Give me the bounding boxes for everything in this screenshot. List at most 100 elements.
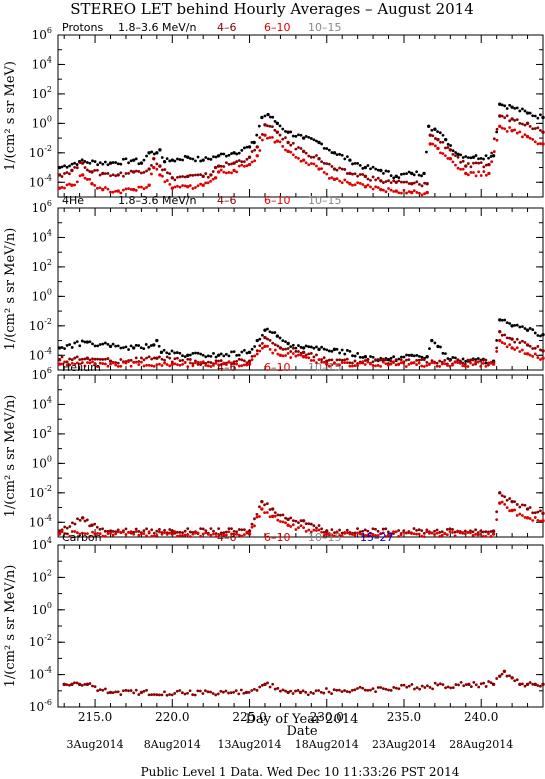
data-point <box>332 177 337 182</box>
data-point <box>196 184 200 188</box>
data-point <box>454 151 457 154</box>
data-point <box>289 345 293 349</box>
data-point <box>322 347 326 351</box>
data-point <box>96 163 100 167</box>
data-point <box>400 355 403 359</box>
date-tick-label: 18Aug2014 <box>295 738 359 751</box>
data-point <box>98 358 102 361</box>
data-point <box>60 355 64 359</box>
data-point <box>159 350 164 355</box>
data-point <box>68 343 72 346</box>
data-point <box>217 527 221 531</box>
data-point <box>155 151 159 155</box>
data-point <box>286 690 290 695</box>
data-point <box>183 533 187 537</box>
data-point <box>119 693 123 697</box>
legend-entry: 10–15 <box>308 361 342 374</box>
data-point <box>369 688 372 692</box>
data-point <box>343 358 347 362</box>
data-point <box>85 518 89 522</box>
data-point <box>70 183 74 187</box>
data-point <box>394 174 398 179</box>
y-tick-label: 10-2 <box>29 633 52 649</box>
data-point <box>176 534 179 538</box>
data-point <box>335 177 339 181</box>
data-point <box>356 362 359 365</box>
data-point <box>266 136 269 140</box>
data-point <box>330 349 334 353</box>
data-point <box>415 191 419 194</box>
data-point <box>173 185 177 189</box>
data-point <box>206 181 210 185</box>
data-point <box>463 532 467 536</box>
data-point <box>474 360 478 364</box>
data-point <box>95 186 99 190</box>
data-point <box>454 356 457 360</box>
data-point <box>71 521 74 525</box>
data-point <box>88 361 92 365</box>
data-point <box>219 532 223 536</box>
data-point <box>454 154 457 158</box>
data-point <box>330 176 334 180</box>
data-point <box>392 355 396 359</box>
data-point <box>366 529 370 533</box>
data-point <box>137 162 141 166</box>
data-point <box>536 519 540 522</box>
data-point <box>307 522 311 526</box>
data-point <box>278 140 282 144</box>
data-point <box>284 347 287 351</box>
data-point <box>523 515 527 519</box>
data-point <box>436 130 439 134</box>
data-point <box>260 507 264 511</box>
y-tick-label: 104 <box>32 55 52 71</box>
data-point <box>275 121 280 126</box>
data-point <box>417 528 421 532</box>
data-point <box>322 161 326 165</box>
data-point <box>491 529 496 533</box>
data-point <box>60 175 64 178</box>
data-point <box>325 348 329 352</box>
data-point <box>436 344 440 349</box>
data-point <box>270 125 274 129</box>
data-point <box>268 508 272 511</box>
data-point <box>412 173 416 177</box>
data-point <box>230 361 233 365</box>
series-black <box>57 318 545 365</box>
data-point <box>363 363 367 366</box>
data-point <box>467 682 471 687</box>
data-point <box>513 679 517 683</box>
data-point <box>451 686 455 690</box>
data-point <box>101 688 105 692</box>
data-point <box>250 347 254 351</box>
data-point <box>415 686 419 690</box>
date-axis-label: Date <box>286 724 317 739</box>
data-point <box>531 519 535 522</box>
data-point <box>152 165 156 170</box>
data-point <box>430 338 434 343</box>
data-point <box>369 185 372 189</box>
data-point <box>508 119 512 123</box>
data-point <box>348 158 352 162</box>
data-point <box>222 170 226 174</box>
data-point <box>492 137 496 141</box>
data-point <box>389 532 393 536</box>
data-point <box>446 357 450 360</box>
data-point <box>158 164 162 168</box>
data-point <box>440 530 444 534</box>
data-point <box>358 532 362 536</box>
data-point <box>304 522 308 526</box>
data-point <box>201 692 205 695</box>
data-point <box>503 333 507 337</box>
data-point <box>379 532 383 536</box>
data-point <box>312 528 316 532</box>
data-point <box>85 682 90 687</box>
data-point <box>75 163 79 166</box>
data-point <box>240 148 244 152</box>
data-point <box>528 353 532 357</box>
data-point <box>335 364 339 367</box>
data-point <box>471 155 476 159</box>
data-point <box>214 359 218 363</box>
data-point <box>206 360 210 364</box>
data-point <box>111 529 115 533</box>
